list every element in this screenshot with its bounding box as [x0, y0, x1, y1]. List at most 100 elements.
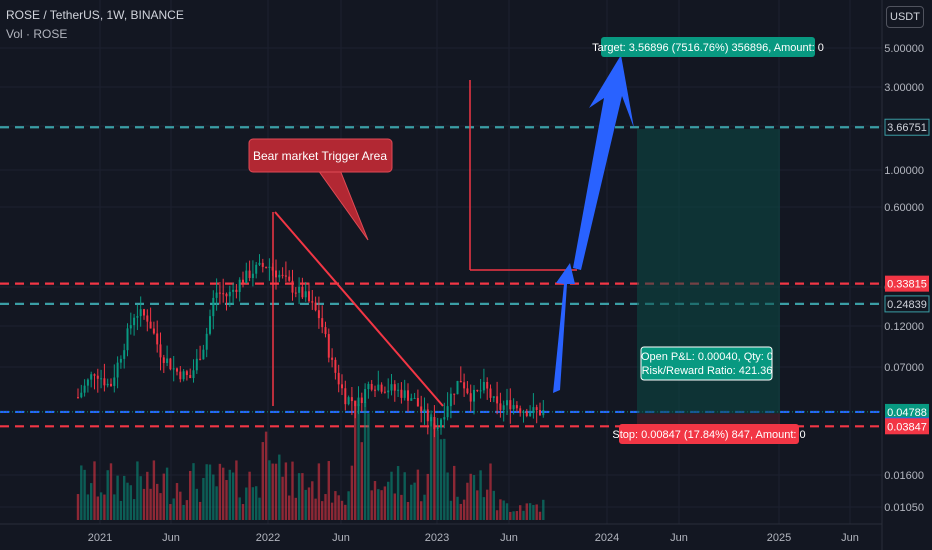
candle-body — [525, 411, 528, 416]
candle-body — [100, 378, 103, 380]
candle-body — [420, 406, 423, 412]
callout-pointer — [317, 169, 369, 241]
candle-body — [476, 389, 479, 391]
volume-bar — [330, 502, 334, 520]
candle-body — [440, 419, 442, 428]
candle-body — [446, 406, 449, 418]
drawings[interactable] — [272, 80, 577, 407]
volume-indicator-title[interactable]: Vol · ROSE — [6, 27, 68, 41]
volume-bar — [522, 510, 525, 520]
candle-body — [532, 407, 535, 414]
candle-body — [519, 408, 522, 413]
volume-bar — [515, 511, 519, 520]
candle-body — [275, 270, 277, 278]
candle-body — [152, 328, 155, 334]
candle-body — [463, 382, 466, 389]
candle-body — [426, 409, 429, 422]
candle-body — [96, 375, 99, 379]
volume-bar — [281, 476, 284, 520]
candle-body — [400, 389, 403, 398]
volume-bar — [469, 473, 472, 520]
symbol-title[interactable]: ROSE / TetherUS, 1W, BINANCE — [6, 8, 184, 22]
volume-bar — [542, 499, 545, 520]
candle-body — [482, 381, 485, 391]
candle-body — [288, 276, 291, 281]
volume-bar — [202, 477, 205, 520]
x-tick-label: 2022 — [256, 532, 280, 544]
candle-body — [218, 292, 221, 294]
candle-body — [430, 416, 433, 422]
candle-body — [192, 370, 195, 379]
volume-bar — [235, 460, 238, 520]
candle-body — [489, 388, 492, 398]
volume-bar — [416, 469, 420, 520]
candle-body — [86, 379, 89, 386]
candle-body — [90, 374, 93, 380]
candle-body — [473, 389, 475, 402]
candle-body — [433, 416, 436, 430]
volume-bar — [307, 487, 311, 520]
volume-bar — [172, 498, 175, 520]
candle-body — [360, 397, 363, 404]
volume-bar — [304, 489, 307, 520]
y-tick-label: 0.01600 — [884, 470, 924, 482]
candle-body — [380, 384, 383, 392]
candle-body — [416, 398, 419, 407]
volume-bar — [162, 473, 165, 520]
candle-body — [492, 396, 495, 398]
candle-body — [496, 396, 499, 404]
candle-body — [235, 289, 238, 292]
arrows[interactable] — [553, 55, 634, 393]
volume-bar — [443, 438, 446, 520]
candle-body — [397, 389, 400, 391]
candle-body — [215, 292, 218, 298]
volume-bar — [357, 403, 360, 520]
candle-body — [268, 266, 271, 268]
volume-bar — [271, 463, 274, 520]
candle-body — [354, 401, 357, 407]
volume-bar — [499, 499, 502, 520]
candle-body — [209, 316, 211, 334]
pnl-label-box — [640, 346, 773, 381]
volume-bar — [284, 462, 288, 520]
x-axis-ticks[interactable]: 2021 Jun 2022 Jun 2023 Jun 2024 Jun 2025 Jun — [88, 532, 859, 544]
x-tick-label: Jun — [500, 532, 518, 544]
candle-body — [251, 273, 254, 279]
candle-body — [466, 388, 469, 394]
candle-body — [278, 274, 281, 278]
volume-bar — [208, 464, 212, 520]
candle-body — [242, 279, 244, 284]
callout-annotation[interactable]: Bear market Trigger Area — [248, 138, 393, 241]
volume-bar — [486, 489, 489, 520]
candle-body — [172, 368, 175, 370]
long-position-tool[interactable] — [637, 129, 780, 427]
candle-body — [80, 392, 83, 398]
candle-body — [350, 397, 353, 402]
candle-body — [515, 405, 518, 409]
volume-bar — [185, 500, 189, 520]
volume-bar — [489, 463, 492, 520]
stop-label: Stop: 0.00847 (17.84%) 847, Amount: 0 — [612, 429, 805, 441]
volume-bar — [238, 497, 241, 520]
candle-body — [529, 413, 532, 416]
volume-bar — [297, 473, 301, 520]
y-tick-label: 3.00000 — [884, 82, 924, 94]
candle-body — [304, 291, 307, 298]
currency-button[interactable]: USDT — [886, 6, 924, 28]
volume-bar — [436, 429, 439, 520]
candle-body — [393, 384, 396, 391]
volume-bar — [532, 504, 535, 520]
volume-bar — [390, 471, 393, 520]
candle-body — [110, 383, 112, 386]
volume-bar — [225, 480, 228, 520]
volume-bar — [476, 490, 479, 520]
candle-body — [301, 286, 304, 298]
candle-body — [502, 405, 505, 410]
y-tick-label: 0.60000 — [884, 202, 924, 214]
volume-bar — [396, 466, 400, 520]
candle-body — [337, 372, 340, 385]
volume-bar — [519, 505, 522, 520]
volume-bar — [512, 511, 515, 520]
volume-bar — [86, 494, 90, 520]
